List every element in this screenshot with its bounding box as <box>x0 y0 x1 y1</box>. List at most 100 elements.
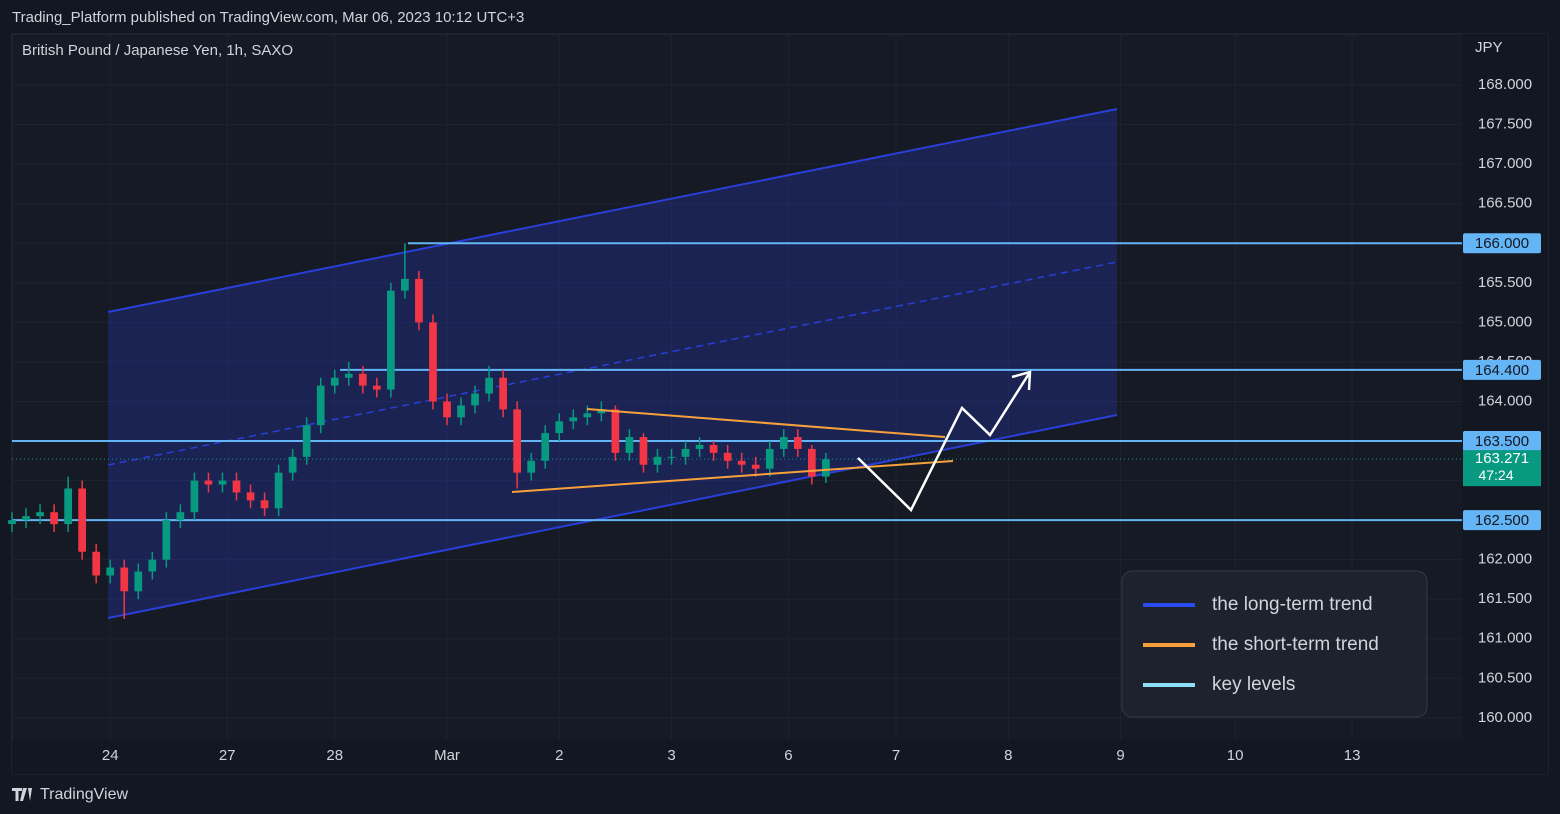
y-tick-label: 165.000 <box>1478 313 1532 330</box>
candle-body <box>429 322 437 402</box>
candle-body <box>723 452 732 461</box>
candle-body <box>569 417 578 422</box>
projection <box>857 371 1032 513</box>
key-level-tag <box>1463 431 1541 452</box>
key-level-tag <box>1463 510 1541 531</box>
x-axis-area <box>12 740 1548 774</box>
y-tick-label: 161.500 <box>1478 590 1532 607</box>
levels <box>12 242 1462 522</box>
candle-body <box>22 516 30 521</box>
y-tick-label: 164.000 <box>1478 392 1532 409</box>
candle-body <box>499 377 507 410</box>
candle-body <box>288 456 297 473</box>
candle-body <box>807 448 816 477</box>
publisher: Trading_Platform published on TradingVie… <box>12 9 524 26</box>
candle-body <box>260 500 269 509</box>
candle-body <box>204 480 213 485</box>
candle-body <box>401 278 409 291</box>
candle-body <box>232 480 241 493</box>
candle-body <box>36 512 44 517</box>
candle-body <box>583 413 592 418</box>
candle-body <box>625 437 634 453</box>
key-level-tag <box>1463 233 1541 254</box>
last-price-tag <box>1463 450 1541 487</box>
channel-upper <box>107 108 1118 313</box>
candle-body <box>822 459 830 477</box>
legend-label: the long-term trend <box>1212 594 1373 615</box>
key-level-label: 163.500 <box>1475 433 1529 450</box>
x-tick-label: 24 <box>102 747 119 764</box>
y-tick-label: 160.000 <box>1478 709 1532 726</box>
candle-body <box>218 480 227 485</box>
candle-body <box>527 460 536 473</box>
candle-body <box>485 377 493 394</box>
candles <box>8 243 830 619</box>
candle-body <box>274 472 283 509</box>
last-price-label: 163.271 <box>1475 450 1529 467</box>
legend-label: the short-term trend <box>1212 634 1379 655</box>
y-tick-label: 161.000 <box>1478 630 1532 647</box>
candle-body <box>92 551 101 576</box>
countdown: 47:24 <box>1478 467 1513 483</box>
x-tick-label: 8 <box>1004 747 1012 764</box>
y-tick-label: 166.500 <box>1478 195 1532 212</box>
x-tick-label: 10 <box>1227 747 1244 764</box>
triangle-upper <box>586 408 946 438</box>
legend: the long-term trend the short-term trend k… <box>1143 594 1379 695</box>
triangle-lower <box>511 460 954 493</box>
candle-body <box>597 409 606 414</box>
x-tick-label: Mar <box>434 747 460 764</box>
y-tick-label: 165.500 <box>1478 274 1532 291</box>
candle-body <box>162 520 171 560</box>
candle-body <box>541 433 550 461</box>
channel-lower <box>107 414 1118 619</box>
key-level-label: 166.000 <box>1475 235 1529 252</box>
candle-body <box>457 405 465 418</box>
candle-body <box>653 456 662 465</box>
brand: TradingView <box>40 786 128 803</box>
y-axis-label: JPY <box>1475 39 1503 56</box>
x-tick-label: 6 <box>784 747 792 764</box>
candle-body <box>8 520 16 525</box>
candle-body <box>316 385 325 426</box>
x-tick-label: 2 <box>555 747 563 764</box>
candle-body <box>134 571 143 592</box>
candle-body <box>443 401 451 418</box>
candle-body <box>120 567 129 592</box>
candle-body <box>64 488 72 525</box>
candle-body <box>765 448 774 469</box>
candle-body <box>330 377 339 386</box>
key-level-tag <box>1463 359 1541 380</box>
y-tick-label: 167.500 <box>1478 116 1532 133</box>
candle-body <box>695 444 704 449</box>
chart-title: British Pound / Japanese Yen, 1h, SAXO <box>22 42 293 59</box>
candle-body <box>513 409 522 473</box>
candle-body <box>667 456 676 458</box>
x-tick-label: 27 <box>219 747 236 764</box>
candle-body <box>344 373 353 378</box>
candle-body <box>555 421 564 434</box>
candle-body <box>106 567 115 576</box>
candle-body <box>50 512 58 525</box>
x-tick-label: 7 <box>892 747 900 764</box>
channel-fill <box>108 109 1117 618</box>
y-tick-label: 160.500 <box>1478 669 1532 686</box>
candle-body <box>78 488 87 552</box>
candle-body <box>737 460 746 465</box>
candle-body <box>709 444 718 453</box>
key-level-label: 162.500 <box>1475 512 1529 529</box>
candle-body <box>246 492 255 501</box>
candle-body <box>779 437 788 449</box>
candle-body <box>681 448 690 457</box>
y-tick-label: 167.000 <box>1478 155 1532 172</box>
channel-mid <box>107 261 1118 466</box>
candle-body <box>190 480 199 513</box>
x-tick-label: 9 <box>1116 747 1124 764</box>
projection-arrowhead <box>1011 370 1032 391</box>
candle-body <box>302 425 311 457</box>
x-tick-label: 3 <box>667 747 675 764</box>
candle-body <box>471 393 479 406</box>
